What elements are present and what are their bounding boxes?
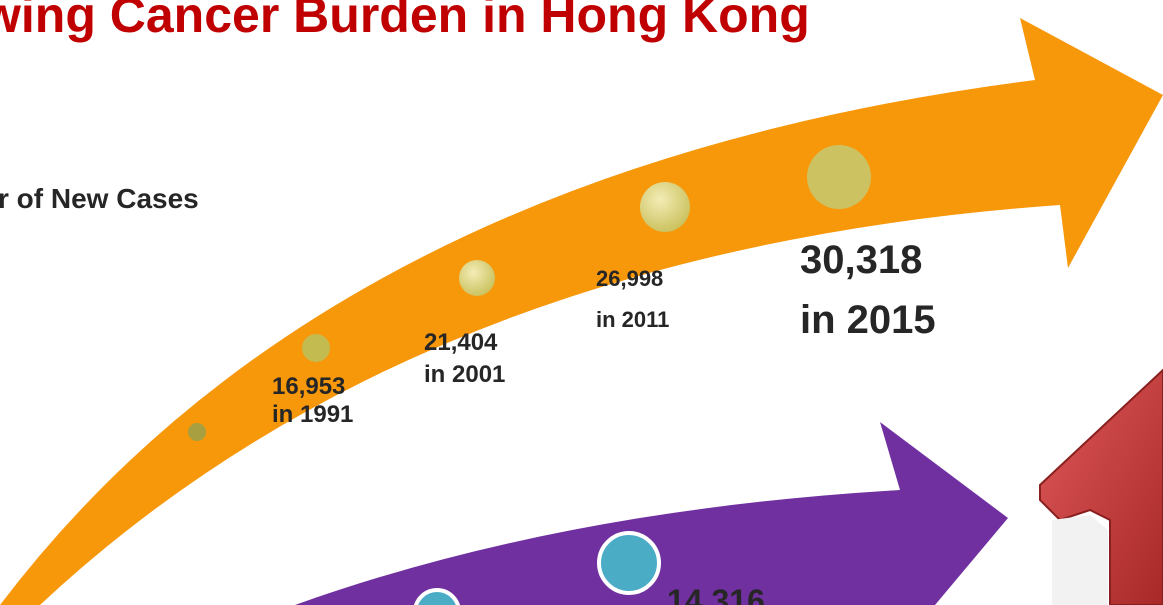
count: 16,953 [272, 373, 345, 400]
dot [188, 423, 206, 441]
dot [302, 334, 330, 362]
count: 26,998 [596, 266, 663, 291]
count: 21,404 [424, 329, 498, 356]
count: 30,318 [800, 238, 922, 282]
title: wing Cancer Burden in Hong Kong [0, 0, 810, 43]
year: in 2011 [596, 307, 669, 332]
teal-dot [599, 533, 659, 593]
year: in 2015 [800, 298, 936, 342]
subtitle: r of New Cases [0, 183, 199, 214]
lower-label: 14,316 [667, 583, 765, 605]
year: in 1991 [272, 401, 353, 428]
dot [807, 145, 871, 209]
slide: wing Cancer Burden in Hong Kong r of New… [0, 0, 1163, 605]
year: in 2001 [424, 361, 505, 388]
dot [459, 260, 495, 296]
dot [640, 182, 690, 232]
house-wall [1052, 515, 1108, 605]
